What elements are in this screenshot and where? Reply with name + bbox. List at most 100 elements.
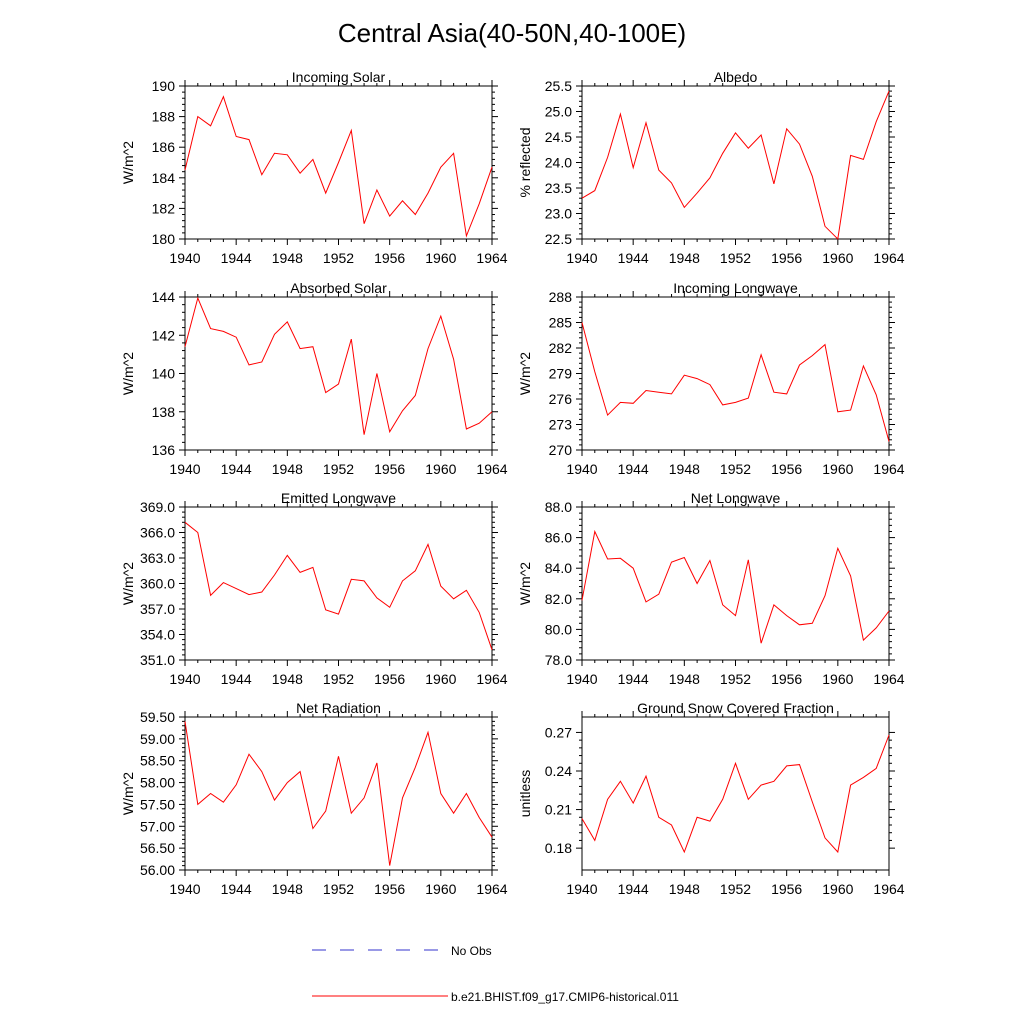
series-line	[581, 734, 890, 854]
panel-4: Incoming Longwave W/m^2 270 273 276 279 282 285…	[517, 280, 905, 477]
x-tick-label: 1952	[720, 250, 751, 266]
y-tick-label: 57.00	[140, 818, 175, 834]
x-tick-label: 1944	[618, 881, 649, 897]
x-tick-label: 1944	[618, 671, 649, 687]
x-tick-label: 1952	[323, 250, 354, 266]
x-tick-label: 1948	[669, 671, 700, 687]
x-tick-label: 1960	[822, 881, 853, 897]
x-tick-label: 1940	[566, 671, 597, 687]
panel-2: Albedo % reflected 22.5 23.0 23.5 24.0 24.5 25.…	[517, 69, 905, 266]
y-tick-label: 0.18	[545, 840, 572, 856]
y-tick-label: 58.00	[140, 775, 175, 791]
x-tick-label: 1940	[566, 881, 597, 897]
panel-7: Net Radiation W/m^2 56.00 56.50 57.00 57.50 58…	[120, 700, 508, 897]
y-tick-label: 88.0	[545, 499, 572, 515]
y-tick-label: 22.5	[545, 231, 572, 247]
plot-frame	[581, 506, 890, 661]
x-tick-label: 1940	[169, 881, 200, 897]
x-tick-label: 1940	[169, 250, 200, 266]
y-tick-label: 279	[549, 366, 573, 382]
y-tick-label: 57.50	[140, 796, 175, 812]
y-axis-label: unitless	[517, 770, 533, 817]
x-tick-label: 1960	[425, 250, 456, 266]
y-axis-label: W/m^2	[517, 562, 533, 605]
panel-title: Net Radiation	[296, 700, 381, 716]
y-axis-label: W/m^2	[120, 141, 136, 184]
panel-title: Albedo	[714, 69, 758, 85]
y-tick-label: 78.0	[545, 652, 572, 668]
panels: Incoming Solar W/m^2 180 182 184 186 188 190 194…	[120, 69, 905, 897]
y-tick-label: 136	[152, 442, 176, 458]
plot-frame	[581, 85, 890, 240]
legend: No Obs b.e21.BHIST.f09_g17.CMIP6-histori…	[312, 944, 679, 1004]
y-tick-label: 59.50	[140, 709, 175, 725]
x-tick-label: 1944	[221, 881, 252, 897]
y-tick-label: 285	[549, 315, 573, 331]
y-tick-label: 58.50	[140, 753, 175, 769]
panel-title: Incoming Solar	[292, 69, 386, 85]
panel-title: Emitted Longwave	[281, 490, 396, 506]
legend-obs-label: No Obs	[451, 944, 492, 958]
x-tick-label: 1940	[566, 461, 597, 477]
y-tick-label: 360.0	[140, 576, 175, 592]
x-tick-label: 1964	[476, 671, 507, 687]
x-tick-label: 1952	[323, 671, 354, 687]
x-tick-label: 1948	[272, 250, 303, 266]
y-tick-label: 369.0	[140, 499, 175, 515]
panel-6: Net Longwave W/m^2 78.0 80.0 82.0 84.0 86.0 88.…	[517, 490, 905, 687]
x-tick-label: 1952	[720, 461, 751, 477]
y-tick-label: 86.0	[545, 530, 572, 546]
y-tick-label: 0.24	[545, 763, 572, 779]
x-tick-label: 1952	[323, 461, 354, 477]
x-tick-label: 1940	[169, 671, 200, 687]
x-tick-label: 1944	[221, 250, 252, 266]
y-axis-label: W/m^2	[517, 352, 533, 395]
x-tick-label: 1960	[425, 671, 456, 687]
panel-8: Ground Snow Covered Fraction unitless 0.18…	[517, 700, 905, 897]
y-tick-label: 182	[152, 200, 176, 216]
y-tick-label: 357.0	[140, 601, 175, 617]
y-tick-label: 363.0	[140, 550, 175, 566]
y-tick-label: 282	[549, 340, 573, 356]
x-tick-label: 1956	[771, 671, 802, 687]
x-tick-label: 1956	[771, 461, 802, 477]
y-tick-label: 351.0	[140, 652, 175, 668]
x-tick-label: 1948	[272, 461, 303, 477]
y-tick-label: 144	[152, 289, 176, 305]
y-tick-label: 180	[152, 231, 176, 247]
x-tick-label: 1952	[720, 671, 751, 687]
legend-model-label: b.e21.BHIST.f09_g17.CMIP6-historical.011	[451, 990, 679, 1004]
panel-1: Incoming Solar W/m^2 180 182 184 186 188 190 194…	[120, 69, 508, 266]
x-tick-label: 1944	[618, 250, 649, 266]
x-tick-label: 1948	[669, 461, 700, 477]
y-tick-label: 184	[152, 170, 176, 186]
x-tick-label: 1952	[323, 881, 354, 897]
y-tick-label: 288	[549, 289, 573, 305]
plot-frame	[184, 296, 493, 451]
y-tick-label: 24.0	[545, 155, 572, 171]
panel-5: Emitted Longwave W/m^2 351.0 354.0 357.0 360.…	[120, 490, 508, 687]
x-tick-label: 1964	[476, 881, 507, 897]
y-tick-label: 23.0	[545, 206, 572, 222]
y-tick-label: 273	[549, 417, 573, 433]
panel-3: Absorbed Solar W/m^2 136 138 140 142 144 1940 19…	[120, 280, 508, 477]
y-tick-label: 366.0	[140, 525, 175, 541]
x-tick-label: 1960	[822, 461, 853, 477]
panel-title: Incoming Longwave	[673, 280, 798, 296]
y-tick-label: 23.5	[545, 180, 572, 196]
x-tick-label: 1944	[221, 671, 252, 687]
y-tick-label: 276	[549, 391, 573, 407]
y-tick-label: 0.27	[545, 724, 572, 740]
x-tick-label: 1964	[873, 881, 904, 897]
y-tick-label: 56.00	[140, 862, 175, 878]
series-line	[184, 721, 493, 866]
plot-frame	[184, 716, 493, 871]
x-tick-label: 1964	[873, 671, 904, 687]
series-line	[581, 322, 890, 442]
y-tick-label: 25.5	[545, 78, 572, 94]
x-tick-label: 1956	[374, 881, 405, 897]
x-tick-label: 1948	[669, 881, 700, 897]
series-line	[581, 529, 890, 644]
y-tick-label: 190	[152, 78, 176, 94]
panel-title: Ground Snow Covered Fraction	[637, 700, 834, 716]
